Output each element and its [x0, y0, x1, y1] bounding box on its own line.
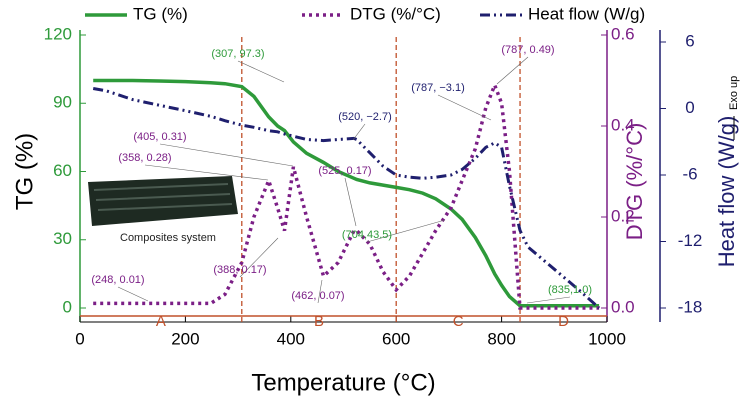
annotation-leader: [159, 143, 294, 167]
region-label: A: [156, 313, 166, 330]
y-tick-label: 0: [63, 297, 72, 316]
annotation-leader: [239, 237, 279, 278]
inset-label: Composites system: [120, 232, 216, 244]
annotation: (358, 0.28): [118, 152, 171, 164]
inset-photo: [88, 176, 238, 226]
region-label: D: [558, 313, 569, 330]
annotation-leader: [344, 177, 357, 227]
annotation-leader: [526, 296, 571, 304]
annotation: (525, 0.17): [318, 165, 371, 177]
y3-tick-label: 0: [685, 98, 694, 117]
x-tick-label: 200: [171, 329, 199, 348]
x-tick-label: 800: [487, 329, 515, 348]
y3-tick-label: -12: [678, 231, 703, 250]
y-tick-label: 120: [44, 24, 72, 43]
x-tick-label: 600: [382, 329, 410, 348]
y2-tick-label: 0.0: [611, 297, 635, 316]
series-line: [93, 80, 600, 310]
annotation-leader: [117, 286, 149, 302]
region-label: B: [314, 313, 324, 330]
exo-label: Exo up: [728, 76, 740, 110]
annotation: (787, 0.49): [501, 44, 554, 56]
y2-tick-label: 0.6: [611, 24, 635, 43]
legend-label: TG (%): [133, 4, 188, 23]
annotation-leader: [237, 60, 285, 83]
y3-axis-label: Heat flow (W/g): [714, 116, 739, 268]
annotation-leader: [366, 219, 446, 243]
x-tick-label: 0: [75, 329, 84, 348]
annotation: (704,43.5): [342, 229, 392, 241]
x-axis-label: Temperature (°C): [251, 369, 435, 396]
annotation: (248, 0.01): [91, 274, 144, 286]
annotation: (835,1.0): [548, 284, 592, 296]
y2-tick-label: 0.2: [611, 206, 635, 225]
y-tick-label: 90: [53, 93, 72, 112]
y3-tick-label: -6: [682, 164, 697, 183]
annotation-leader: [317, 279, 323, 304]
annotation: (388, 0.17): [213, 264, 266, 276]
annotation-leader: [352, 123, 366, 141]
annotation-leader: [496, 56, 529, 85]
series-line: [92, 87, 601, 310]
y2-tick-label: 0.4: [611, 115, 635, 134]
y3-tick-label: -18: [678, 297, 703, 316]
annotation: (405, 0.31): [133, 131, 186, 143]
annotation: (520, −2.7): [338, 111, 392, 123]
region-label: C: [453, 313, 464, 330]
y3-tick-label: 6: [685, 31, 694, 50]
x-tick-label: 1000: [588, 329, 626, 348]
annotation: (307, 97.3): [211, 48, 264, 60]
y-axis-label: TG (%): [11, 133, 38, 210]
legend-label: DTG (%/°C): [350, 4, 441, 23]
annotation: (462, 0.07): [291, 290, 344, 302]
legend-label: Heat flow (W/g): [528, 4, 645, 23]
annotation: (787, −3.1): [411, 82, 465, 94]
y2-axis-label: DTG (%/°C): [622, 123, 647, 241]
series-line: [93, 78, 600, 308]
annotation-leader: [437, 94, 492, 121]
annotation-leader: [144, 164, 269, 181]
y-tick-label: 30: [53, 229, 72, 248]
x-tick-label: 400: [277, 329, 305, 348]
y-tick-label: 60: [53, 161, 72, 180]
